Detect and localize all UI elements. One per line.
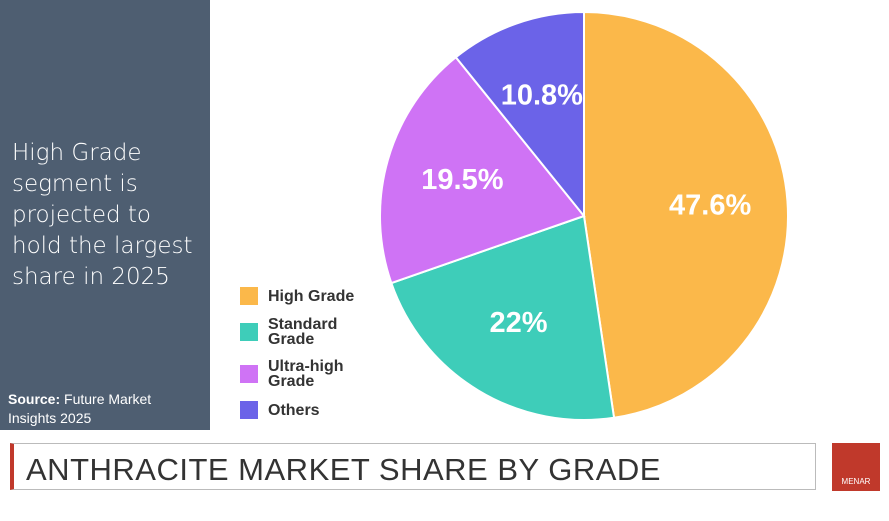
data-label: 22%	[490, 307, 548, 339]
legend-item: Ultra-high Grade	[240, 358, 410, 390]
pie-slice	[583, 10, 789, 419]
title-box	[10, 443, 816, 490]
legend-label: Ultra-high Grade	[268, 358, 344, 390]
page: High Grade segment is projected to hold …	[0, 0, 880, 491]
legend-label: Standard Grade	[268, 316, 338, 348]
headline: High Grade segment is projected to hold …	[12, 140, 193, 290]
side-panel	[0, 0, 210, 430]
source: Source: Future Market Insights 2025	[8, 390, 203, 428]
legend: High Grade Standard Grade Ultra-high Grade…	[240, 287, 410, 431]
legend-swatch	[240, 365, 258, 383]
source-label: Source:	[8, 391, 61, 407]
data-label: 47.6%	[669, 189, 751, 221]
source-text: Future Market Insights 2025	[8, 391, 152, 426]
legend-item: Others	[240, 401, 410, 419]
logo: MENAR	[832, 443, 880, 491]
legend-item: High Grade	[240, 287, 410, 305]
chart-title: ANTHRACITE MARKET SHARE BY GRADE	[26, 452, 661, 487]
legend-label: High Grade	[268, 287, 355, 305]
legend-swatch	[240, 287, 258, 305]
legend-item: Standard Grade	[240, 316, 410, 348]
pie-slice	[390, 214, 616, 421]
data-label: 19.5%	[421, 164, 503, 196]
legend-label: Others	[268, 401, 320, 419]
pie-slice	[379, 55, 586, 285]
chart: 47.6% 22% 19.5% 10.8%	[379, 10, 789, 421]
pie-slice	[454, 10, 585, 219]
legend-swatch	[240, 401, 258, 419]
data-label: 10.8%	[501, 79, 583, 111]
legend-swatch	[240, 323, 258, 341]
